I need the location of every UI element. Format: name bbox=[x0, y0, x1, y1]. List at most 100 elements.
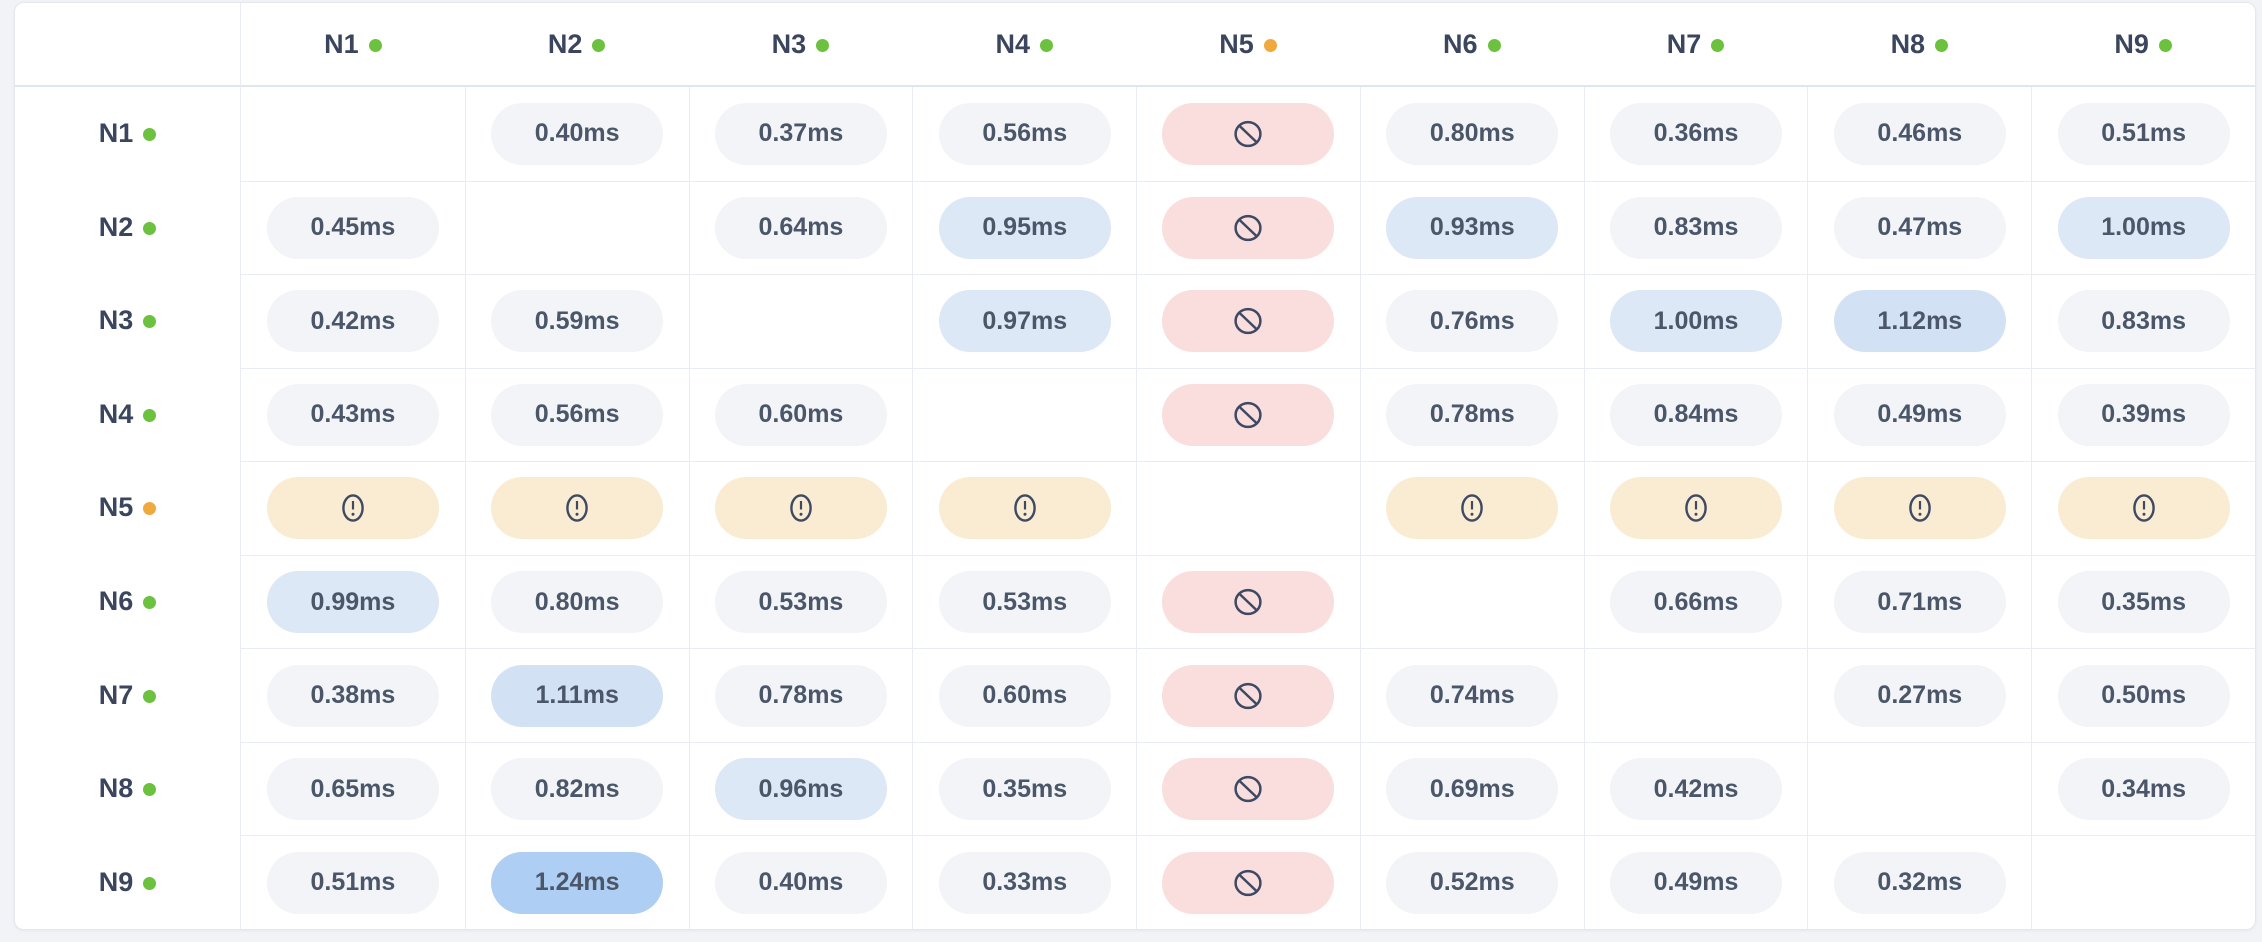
cell-n7-n5 bbox=[1136, 648, 1360, 742]
alert-icon bbox=[1908, 493, 1932, 523]
cell-n2-n4: 0.95ms bbox=[912, 180, 1137, 275]
cell-n7-n1: 0.38ms bbox=[241, 648, 465, 742]
latency-badge: 0.80ms bbox=[491, 571, 664, 634]
node-name: N3 bbox=[98, 305, 134, 336]
node-label: N2 bbox=[548, 29, 606, 60]
cell-n1-n7: 0.36ms bbox=[1583, 87, 1808, 181]
no-entry-icon bbox=[1231, 586, 1265, 618]
status-dot-online bbox=[143, 221, 157, 235]
warning-badge bbox=[266, 477, 439, 540]
row-header-n1: N1 bbox=[15, 87, 241, 181]
cell-n6-n7: 0.66ms bbox=[1583, 554, 1808, 649]
latency-badge: 0.53ms bbox=[938, 571, 1111, 634]
cell-n1-n9: 0.51ms bbox=[2031, 87, 2255, 181]
cell-n4-n2: 0.56ms bbox=[464, 367, 689, 462]
node-name: N8 bbox=[1890, 28, 1926, 59]
latency-badge: 0.49ms bbox=[1610, 851, 1783, 914]
cell-n8-n8 bbox=[1807, 741, 2032, 836]
latency-badge: 0.52ms bbox=[1386, 851, 1559, 914]
latency-badge: 0.42ms bbox=[266, 290, 439, 353]
cell-n5-n4 bbox=[912, 461, 1137, 555]
no-entry-icon bbox=[1231, 867, 1265, 899]
cell-n6-n1: 0.99ms bbox=[241, 554, 465, 649]
latency-badge: 0.51ms bbox=[2057, 102, 2230, 165]
row-header-n3: N3 bbox=[15, 274, 241, 368]
node-label: N3 bbox=[772, 29, 830, 60]
node-label: N8 bbox=[1891, 29, 1949, 60]
cell-n3-n7: 1.00ms bbox=[1583, 274, 1808, 368]
latency-badge: 0.65ms bbox=[266, 758, 439, 821]
latency-badge: 0.56ms bbox=[491, 383, 664, 446]
node-name: N4 bbox=[98, 398, 134, 429]
column-header-n5: N5 bbox=[1136, 3, 1360, 87]
row-header-n2: N2 bbox=[15, 180, 241, 275]
node-name: N9 bbox=[98, 866, 134, 897]
latency-badge: 0.78ms bbox=[1386, 383, 1559, 446]
latency-badge: 0.39ms bbox=[2057, 383, 2230, 446]
node-label: N4 bbox=[995, 29, 1053, 60]
cell-n3-n6: 0.76ms bbox=[1359, 274, 1584, 368]
no-entry-icon bbox=[1231, 399, 1265, 431]
cell-n7-n7 bbox=[1583, 648, 1808, 742]
cell-n4-n7: 0.84ms bbox=[1583, 367, 1808, 462]
cell-n7-n6: 0.74ms bbox=[1359, 648, 1584, 742]
latency-badge: 0.76ms bbox=[1386, 290, 1559, 353]
cell-n5-n8 bbox=[1807, 461, 2032, 555]
latency-badge: 0.93ms bbox=[1386, 196, 1559, 259]
latency-badge: 0.99ms bbox=[266, 571, 439, 634]
cell-n1-n4: 0.56ms bbox=[912, 87, 1137, 181]
latency-badge: 0.66ms bbox=[1610, 571, 1783, 634]
alert-icon bbox=[789, 493, 813, 523]
cell-n2-n9: 1.00ms bbox=[2031, 180, 2255, 275]
latency-badge: 0.49ms bbox=[1833, 383, 2006, 446]
node-name: N1 bbox=[324, 28, 359, 59]
cell-n6-n6 bbox=[1359, 554, 1584, 649]
no-entry-icon bbox=[1231, 680, 1265, 712]
status-dot-online bbox=[143, 596, 157, 610]
latency-badge: 0.82ms bbox=[491, 758, 664, 821]
status-dot-degraded bbox=[143, 502, 157, 516]
row-header-n6: N6 bbox=[15, 554, 241, 649]
blocked-badge bbox=[1162, 571, 1335, 634]
cell-n9-n3: 0.40ms bbox=[688, 835, 913, 929]
warning-badge bbox=[1833, 477, 2006, 540]
blocked-badge bbox=[1162, 851, 1335, 914]
latency-badge: 1.00ms bbox=[2057, 196, 2230, 259]
column-header-n2: N2 bbox=[464, 3, 689, 87]
cell-n8-n4: 0.35ms bbox=[912, 741, 1137, 836]
status-dot-online bbox=[143, 876, 157, 890]
cell-n2-n5 bbox=[1136, 180, 1360, 275]
blocked-badge bbox=[1162, 758, 1335, 821]
blocked-badge bbox=[1162, 290, 1335, 353]
latency-badge: 0.84ms bbox=[1610, 383, 1783, 446]
cell-n4-n9: 0.39ms bbox=[2031, 367, 2255, 462]
cell-n5-n3 bbox=[688, 461, 913, 555]
node-label: N5 bbox=[1219, 29, 1277, 60]
column-header-n4: N4 bbox=[912, 3, 1137, 87]
warning-badge bbox=[938, 477, 1111, 540]
status-dot-online bbox=[1935, 38, 1949, 52]
node-name: N7 bbox=[98, 679, 134, 710]
cell-n2-n2 bbox=[464, 180, 689, 275]
node-name: N6 bbox=[98, 586, 134, 617]
cell-n6-n2: 0.80ms bbox=[464, 554, 689, 649]
cell-n8-n3: 0.96ms bbox=[688, 741, 913, 836]
cell-n5-n7 bbox=[1583, 461, 1808, 555]
cell-n8-n7: 0.42ms bbox=[1583, 741, 1808, 836]
status-dot-online bbox=[1487, 38, 1501, 52]
cell-n1-n8: 0.46ms bbox=[1807, 87, 2032, 181]
node-label: N1 bbox=[99, 118, 157, 149]
node-label: N9 bbox=[99, 867, 157, 898]
latency-badge: 0.64ms bbox=[714, 196, 887, 259]
cell-n6-n9: 0.35ms bbox=[2031, 554, 2255, 649]
cell-n5-n5 bbox=[1136, 461, 1360, 555]
latency-badge: 0.97ms bbox=[938, 290, 1111, 353]
cell-n7-n8: 0.27ms bbox=[1807, 648, 2032, 742]
latency-badge: 0.34ms bbox=[2057, 758, 2230, 821]
latency-badge: 0.40ms bbox=[714, 851, 887, 914]
node-label: N9 bbox=[2114, 29, 2172, 60]
cell-n5-n1 bbox=[241, 461, 465, 555]
status-dot-online bbox=[592, 38, 606, 52]
status-dot-degraded bbox=[1263, 38, 1277, 52]
latency-badge: 0.95ms bbox=[938, 196, 1111, 259]
